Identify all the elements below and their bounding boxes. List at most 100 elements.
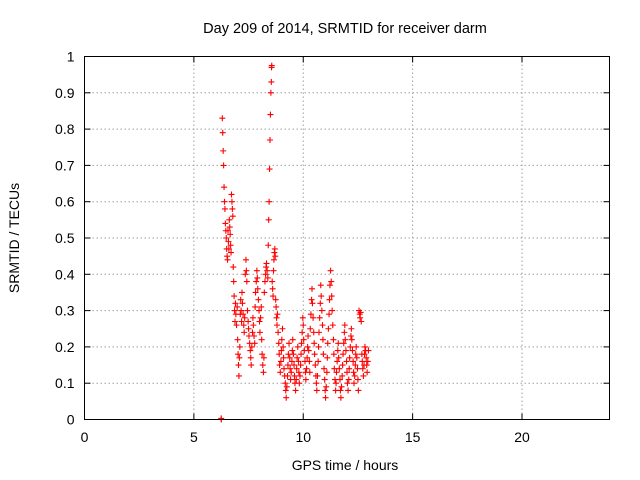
y-tick-label: 0.4 xyxy=(55,266,75,282)
data-point xyxy=(323,383,330,390)
data-point xyxy=(282,387,289,394)
data-point xyxy=(305,333,312,340)
data-point xyxy=(360,372,367,379)
data-point xyxy=(266,198,273,205)
grid xyxy=(84,56,610,420)
data-point xyxy=(230,278,237,285)
data-point xyxy=(324,354,331,361)
data-point xyxy=(273,303,280,310)
data-point xyxy=(273,314,280,321)
data-point xyxy=(313,380,320,387)
data-point xyxy=(326,296,333,303)
data-point xyxy=(357,314,364,321)
data-point xyxy=(244,307,251,314)
y-tick-label: 0.3 xyxy=(55,303,75,319)
data-point xyxy=(324,340,331,347)
x-tick-label: 0 xyxy=(81,429,89,445)
data-point xyxy=(347,333,354,340)
data-point xyxy=(310,329,317,336)
data-point xyxy=(221,184,228,191)
data-point xyxy=(358,318,365,325)
x-tick-label: 15 xyxy=(405,429,421,445)
data-point xyxy=(236,354,243,361)
data-point xyxy=(334,358,341,365)
y-tick-label: 1 xyxy=(67,49,75,65)
data-point xyxy=(232,300,239,307)
data-point xyxy=(264,274,271,281)
data-point xyxy=(333,369,340,376)
data-point xyxy=(330,351,337,358)
data-point xyxy=(292,387,299,394)
data-point xyxy=(256,329,263,336)
data-point xyxy=(263,260,270,267)
data-point xyxy=(240,311,247,318)
data-point xyxy=(279,325,286,332)
plot-frame xyxy=(84,56,610,420)
data-point xyxy=(265,216,272,223)
data-point xyxy=(222,220,229,227)
x-tick-label: 20 xyxy=(514,429,530,445)
data-point xyxy=(261,278,268,285)
data-point xyxy=(296,372,303,379)
data-point xyxy=(335,340,342,347)
data-point xyxy=(299,314,306,321)
data-point xyxy=(310,314,317,321)
data-point xyxy=(246,340,253,347)
data-point xyxy=(234,336,241,343)
data-point xyxy=(317,282,324,289)
data-point xyxy=(314,372,321,379)
data-point xyxy=(318,293,325,300)
data-point xyxy=(255,296,262,303)
data-point xyxy=(293,365,300,372)
data-point xyxy=(344,380,351,387)
data-point xyxy=(277,358,284,365)
data-point xyxy=(294,343,301,350)
data-point xyxy=(225,245,232,252)
data-point xyxy=(250,322,257,329)
data-point xyxy=(235,372,242,379)
data-point xyxy=(245,325,252,332)
data-point xyxy=(225,238,232,245)
data-point xyxy=(272,296,279,303)
data-point xyxy=(313,387,320,394)
data-point xyxy=(284,362,291,369)
data-point xyxy=(253,278,260,285)
y-tick-label: 0.9 xyxy=(55,85,75,101)
data-point xyxy=(275,329,282,336)
data-point xyxy=(269,285,276,292)
data-point xyxy=(303,365,310,372)
data-point xyxy=(247,354,254,361)
data-point xyxy=(242,271,249,278)
data-point xyxy=(286,340,293,347)
data-point xyxy=(363,362,370,369)
data-point xyxy=(287,365,294,372)
data-point xyxy=(351,380,357,387)
data-point xyxy=(229,213,236,220)
data-point xyxy=(232,318,238,325)
y-tick-label: 0 xyxy=(67,412,75,428)
data-point xyxy=(261,289,268,296)
data-point xyxy=(325,325,332,332)
data-point xyxy=(227,231,234,238)
data-point xyxy=(221,205,228,212)
data-point xyxy=(331,365,338,372)
data-point xyxy=(267,136,273,143)
data-point xyxy=(320,351,327,358)
data-point xyxy=(350,369,357,376)
data-point xyxy=(291,362,298,369)
data-point xyxy=(280,354,287,361)
data-point xyxy=(348,336,355,343)
data-point xyxy=(359,358,366,365)
data-point xyxy=(365,347,372,354)
data-point xyxy=(287,376,294,383)
y-axis-label: SRMTID / TECUs xyxy=(6,183,22,293)
x-tick-label: 10 xyxy=(295,429,311,445)
data-point xyxy=(307,311,314,318)
data-point xyxy=(318,307,325,314)
data-point xyxy=(315,343,322,350)
data-point xyxy=(267,89,274,96)
data-point xyxy=(353,354,360,361)
data-point xyxy=(304,354,311,361)
data-point xyxy=(329,322,336,329)
data-point xyxy=(327,267,334,274)
